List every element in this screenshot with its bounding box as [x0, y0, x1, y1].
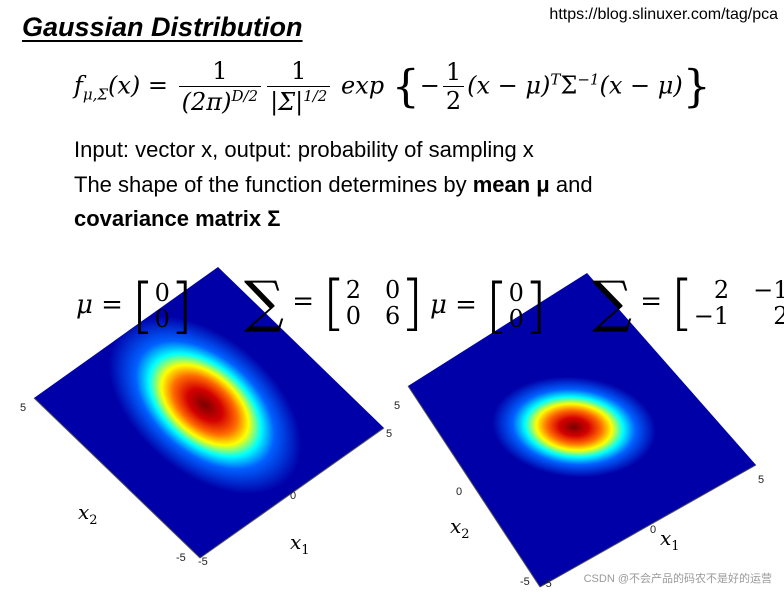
cov21: −1 — [693, 301, 730, 330]
frac2-den: |Σ| — [270, 87, 304, 116]
formula-sigma-sup: −1 — [577, 70, 600, 89]
slide-title: Gaussian Distribution — [22, 12, 303, 42]
covariance-matrix-2: ∑ = [ 2 −1 −1 2 ] — [592, 270, 784, 335]
tick-label: 0 — [456, 486, 463, 498]
mu-vector-2: μ = [ 0 0 ] — [430, 276, 547, 336]
formula-sigma: Σ — [560, 71, 578, 100]
equals-1: = — [292, 286, 315, 317]
frac3-num: 1 — [445, 57, 462, 86]
axis-label-x1-base: x — [290, 530, 302, 554]
sum-sigma-symbol-1: ∑ — [244, 270, 284, 335]
cov11: 2 — [345, 275, 362, 304]
axis-label-x1: x1 — [660, 526, 680, 554]
formula-exp: exp — [340, 71, 385, 100]
frac1-num: 1 — [212, 57, 228, 85]
axis-label-x2: x2 — [78, 500, 98, 528]
matrix-left-bracket: [ — [131, 271, 155, 341]
frac2-den-sup: 1/2 — [303, 86, 328, 105]
line2-bold: mean μ — [472, 172, 550, 197]
tick-label: 0 — [650, 524, 657, 536]
cov21: 0 — [345, 301, 362, 330]
matrix-right-bracket: ] — [169, 271, 194, 341]
formula-term1: (x − μ) — [467, 71, 551, 100]
axis-label-x1-base: x — [660, 526, 672, 550]
axis-label-x2-base: x — [78, 500, 90, 524]
body-text-input-output: Input: vector x, output: probability of … — [74, 137, 534, 162]
mu1-value: 0 — [154, 279, 170, 307]
tick-label: 5 — [20, 402, 27, 414]
source-url[interactable]: https://blog.slinuxer.com/tag/pca — [549, 6, 778, 23]
cov22: 2 — [773, 301, 784, 330]
mu2-value: 0 — [154, 305, 170, 333]
body-text-covariance: covariance matrix Σ — [74, 206, 280, 232]
frac1-den-sup: D/2 — [231, 86, 259, 105]
tick-label: -5 — [542, 578, 552, 590]
fraction-half: 1 2 — [442, 57, 465, 116]
cov11: 2 — [713, 275, 730, 304]
mu-label-2: μ = — [430, 290, 477, 320]
fraction-norm2: 1 |Σ|1/2 — [267, 57, 331, 116]
watermark: CSDN @不会产品的码农不是好的运营 — [583, 573, 772, 585]
formula-lhs-arg: (x) = — [108, 71, 169, 100]
formula-right-brace: } — [682, 61, 711, 113]
axis-label-x2-sub: 2 — [89, 513, 98, 528]
cov22: 6 — [385, 301, 401, 330]
gaussian-plot-1 — [33, 267, 385, 559]
density-blob-1 — [108, 316, 302, 494]
tick-label: 0 — [290, 490, 297, 502]
matrix-right-bracket: ] — [400, 267, 424, 338]
covariance-matrix-1: ∑ = [ 2 0 0 6 ] — [244, 270, 424, 335]
formula-lhs: f — [74, 71, 83, 100]
mu-vector-1: μ = [ 0 0 ] — [76, 276, 193, 336]
axis-front-left-2 — [407, 385, 541, 588]
matrix-left-bracket: [ — [322, 267, 346, 338]
axis-front-right-1 — [199, 427, 385, 559]
frac1-den: (2π) — [181, 87, 232, 116]
tick-label: -5 — [198, 556, 208, 568]
tick-label: 5 — [386, 428, 393, 440]
formula-minus: − — [419, 71, 440, 100]
axis-front-right-2 — [539, 464, 757, 588]
formula-lhs-sub: μ,Σ — [82, 85, 109, 104]
axis-label-x2: x2 — [450, 514, 470, 542]
equals-2: = — [640, 286, 663, 317]
tick-label: 5 — [394, 400, 401, 412]
frac3-den: 2 — [442, 86, 465, 116]
tick-label: 5 — [758, 474, 765, 486]
formula-left-brace: { — [391, 61, 420, 113]
mu1-value: 0 — [508, 279, 524, 307]
line3-bold: covariance matrix Σ — [74, 206, 281, 231]
mu2-value: 0 — [508, 305, 524, 333]
axis-front-left-1 — [33, 397, 201, 559]
formula-term1-sup: T — [550, 70, 561, 89]
density-blob-2 — [492, 376, 656, 478]
cov12: 0 — [385, 275, 401, 304]
axis-label-x2-base: x — [450, 514, 462, 538]
axis-label-x1-sub: 1 — [671, 539, 680, 554]
matrix-left-bracket: [ — [670, 267, 694, 338]
matrix-left-bracket: [ — [485, 271, 509, 341]
gaussian-plot-2 — [407, 273, 757, 588]
matrix-right-bracket: ] — [523, 271, 548, 341]
frac2-num: 1 — [291, 57, 307, 85]
cov12: −1 — [753, 275, 784, 304]
formula-term2: (x − μ) — [599, 71, 683, 100]
gaussian-formula: fμ,Σ(x) = 1 (2π)D/2 1 |Σ|1/2 exp {− 1 2 … — [74, 57, 711, 116]
axis-label-x2-sub: 2 — [461, 527, 470, 542]
sum-sigma-symbol-2: ∑ — [592, 270, 632, 335]
body-text-shape: The shape of the function determines by … — [74, 172, 593, 198]
mu-label-1: μ = — [76, 290, 123, 320]
line2-post: and — [549, 172, 593, 197]
tick-label: -5 — [176, 552, 186, 564]
line2-pre: The shape of the function determines by — [74, 172, 473, 197]
axis-label-x1: x1 — [290, 530, 310, 558]
axis-label-x1-sub: 1 — [301, 543, 310, 558]
tick-label: -5 — [520, 576, 530, 588]
fraction-norm1: 1 (2π)D/2 — [178, 57, 262, 116]
